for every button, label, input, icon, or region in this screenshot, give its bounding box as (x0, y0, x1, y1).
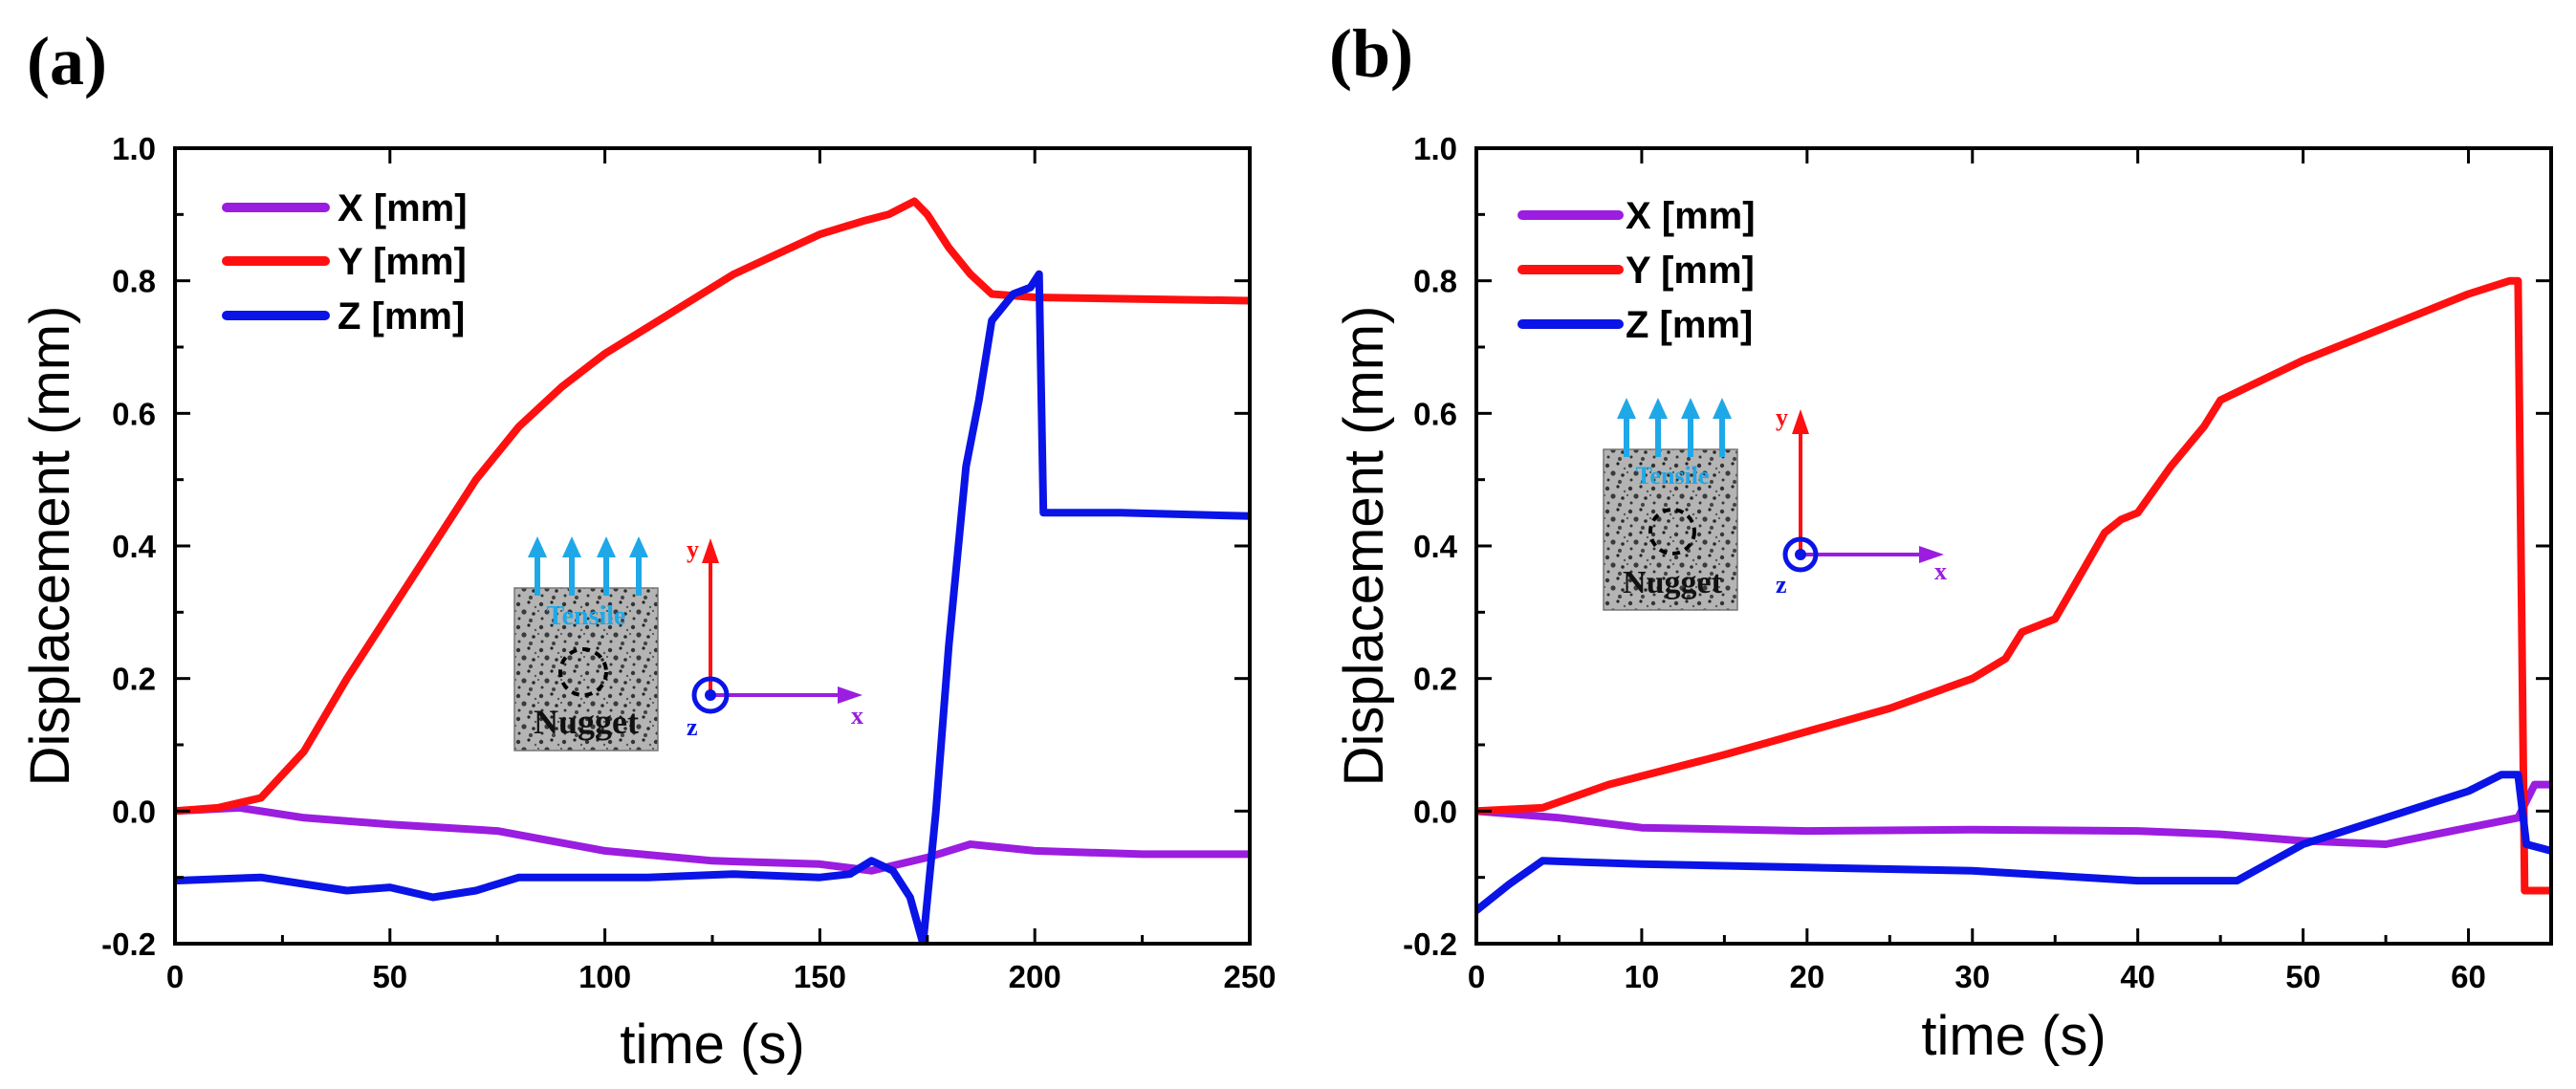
x-tick-label: 100 (579, 959, 631, 994)
x-tick-label: 30 (1954, 959, 1990, 994)
nugget-label: Nugget (1623, 565, 1723, 600)
specimen-inset: Tensile Nugget y x z (1603, 398, 1947, 611)
series-layer (175, 197, 1250, 944)
series-layer (1476, 276, 2551, 915)
nugget-outline (1648, 508, 1696, 555)
y-tick-label: 1.0 (1413, 131, 1457, 166)
axis-label-y: y (687, 535, 699, 563)
nugget-outline (558, 647, 608, 697)
legend-label-x: X [mm] (338, 187, 468, 229)
specimen-photo (513, 587, 659, 751)
legend-label-x: X [mm] (1626, 195, 1756, 237)
tensile-label: Tensile (1635, 462, 1709, 490)
axis-label-x: x (851, 702, 863, 730)
x-tick-label: 150 (794, 959, 846, 994)
legend-label-z: Z [mm] (338, 295, 465, 338)
x-tick-label: 40 (2120, 959, 2155, 994)
tensile-label: Tensile (547, 601, 626, 631)
y-axis-ticks: -0.2 0.0 0.2 0.4 0.6 0.8 1.0 (1403, 131, 2551, 962)
nugget-label: Nugget (534, 703, 639, 741)
y-tick-label: 0.4 (112, 529, 157, 564)
tensile-arrows-icon (528, 536, 648, 596)
panel-label: (a) (27, 23, 107, 99)
series-line-x (1476, 780, 2551, 848)
x-axis-title: time (s) (1921, 1005, 2106, 1067)
axis-label-x: x (1934, 557, 1947, 585)
axis-label-y: y (1776, 403, 1788, 431)
x-tick-label: 50 (2285, 959, 2321, 994)
x-tick-label: 250 (1223, 959, 1276, 994)
x-axis-ticks: 0 10 20 30 40 50 60 (1468, 148, 2486, 994)
y-tick-label: 0.2 (1413, 662, 1457, 697)
y-tick-label: -0.2 (1403, 926, 1457, 962)
series-line-x (175, 803, 1250, 875)
x-tick-label: 50 (372, 959, 407, 994)
tensile-arrows-icon (1617, 398, 1732, 457)
panel-label: (b) (1329, 15, 1413, 92)
y-tick-label: 0.6 (1413, 396, 1457, 431)
coordinate-axes-icon (691, 538, 862, 714)
y-axis-title: Displacement (mm) (1333, 306, 1395, 787)
series-line-y (175, 197, 1250, 816)
y-tick-label: 0.8 (1413, 264, 1457, 299)
legend-label-z: Z [mm] (1626, 304, 1753, 346)
y-tick-label: 1.0 (112, 131, 156, 166)
series-line-y (1476, 276, 2551, 895)
axis-label-z: z (687, 713, 698, 741)
legend-label-y: Y [mm] (1626, 250, 1755, 292)
axis-label-z: z (1776, 571, 1787, 599)
legend: X [mm] Y [mm] Z [mm] (222, 187, 468, 338)
y-tick-label: 0.2 (112, 662, 156, 697)
specimen-inset: Tensile Nugget y x z (513, 535, 863, 751)
x-tick-label: 0 (166, 959, 184, 994)
y-tick-label: 0.4 (1413, 529, 1458, 564)
y-tick-label: 0.6 (112, 396, 156, 431)
legend-label-y: Y [mm] (338, 241, 467, 283)
legend: X [mm] Y [mm] Z [mm] (1517, 195, 1756, 346)
x-tick-label: 60 (2451, 959, 2486, 994)
y-axis-ticks: -0.2 0.0 0.2 0.4 0.6 0.8 1.0 (101, 131, 1250, 962)
chart-panel-b: (b) 0 10 20 30 40 50 60 -0.2 0.0 0.2 0.4 0.6 0.8 1.0… (1329, 15, 2553, 1067)
x-tick-label: 10 (1625, 959, 1660, 994)
y-tick-label: 0.0 (112, 794, 156, 829)
x-axis-ticks: 0 50 100 150 200 250 (166, 148, 1277, 994)
chart-panel-a: (a) 0 50 100 150 200 250 -0.2 0.0 0.2 0.4 0.6 0.8 1… (19, 23, 1277, 1076)
series-line-z (175, 270, 1250, 944)
x-tick-label: 0 (1468, 959, 1485, 994)
y-tick-label: 0.8 (112, 264, 156, 299)
series-line-z (1476, 771, 2551, 915)
y-tick-label: -0.2 (101, 926, 156, 962)
x-tick-label: 200 (1009, 959, 1061, 994)
x-axis-title: time (s) (620, 1013, 804, 1076)
coordinate-axes-icon (1782, 409, 1944, 573)
specimen-photo (1603, 448, 1738, 611)
y-axis-title: Displacement (mm) (19, 306, 81, 787)
x-tick-label: 20 (1789, 959, 1824, 994)
y-tick-label: 0.0 (1413, 794, 1457, 829)
